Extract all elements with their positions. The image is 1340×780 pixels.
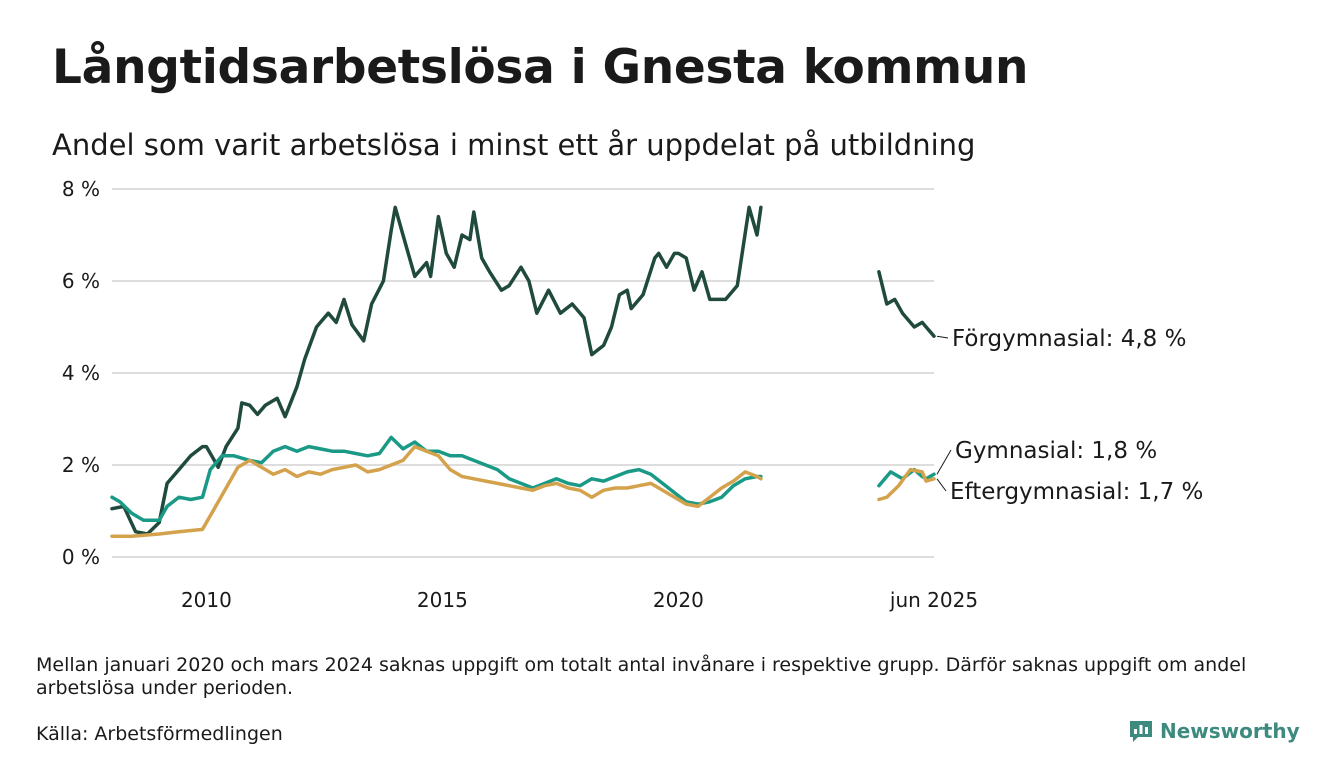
x-tick-label: 2015: [417, 588, 468, 612]
x-axis-ticks: 2010 2015 2020 jun 2025: [181, 588, 978, 612]
line-chart: 0 % 2 % 4 % 6 % 8 % 2010 2015 2020 jun 2025 För…: [62, 177, 1204, 612]
series-line-eftergymnasial: [110, 444, 763, 539]
label-leader-line: [936, 335, 949, 339]
y-axis-ticks: 0 % 2 % 4 % 6 % 8 %: [62, 177, 100, 569]
label-leader-line: [936, 449, 952, 475]
newsworthy-logo-icon: [1130, 721, 1152, 742]
y-tick-label: 4 %: [62, 361, 100, 385]
brand-name: Newsworthy: [1160, 719, 1300, 743]
y-tick-label: 2 %: [62, 453, 100, 477]
footnote: Mellan januari 2020 och mars 2024 saknas…: [36, 654, 1247, 699]
series-line-förgymnasial: [877, 270, 936, 338]
y-tick-label: 6 %: [62, 269, 100, 293]
end-labels: Förgymnasial: 4,8 % Gymnasial: 1,8 % Efter…: [936, 326, 1203, 505]
x-tick-label: 2010: [181, 588, 232, 612]
chart-title: Långtidsarbetslösa i Gnesta kommun: [52, 40, 1029, 95]
end-label-förgymnasial: Förgymnasial: 4,8 %: [952, 326, 1186, 352]
x-tick-label: jun 2025: [889, 588, 978, 612]
series-line-eftergymnasial: [877, 467, 936, 502]
series-lines: [110, 205, 936, 539]
end-label-eftergymnasial: Eftergymnasial: 1,7 %: [950, 479, 1203, 505]
brand: Newsworthy: [1128, 718, 1300, 744]
series-line-gymnasial: [110, 435, 763, 522]
y-tick-label: 0 %: [62, 545, 100, 569]
end-label-gymnasial: Gymnasial: 1,8 %: [955, 438, 1157, 464]
y-tick-label: 8 %: [62, 177, 100, 201]
grid-lines: [112, 188, 934, 558]
chart-subtitle: Andel som varit arbetslösa i minst ett å…: [52, 128, 976, 162]
x-tick-label: 2020: [653, 588, 704, 612]
series-line-förgymnasial: [110, 205, 763, 536]
label-leader-line: [936, 478, 947, 492]
source-line: Källa: Arbetsförmedlingen: [36, 723, 283, 745]
